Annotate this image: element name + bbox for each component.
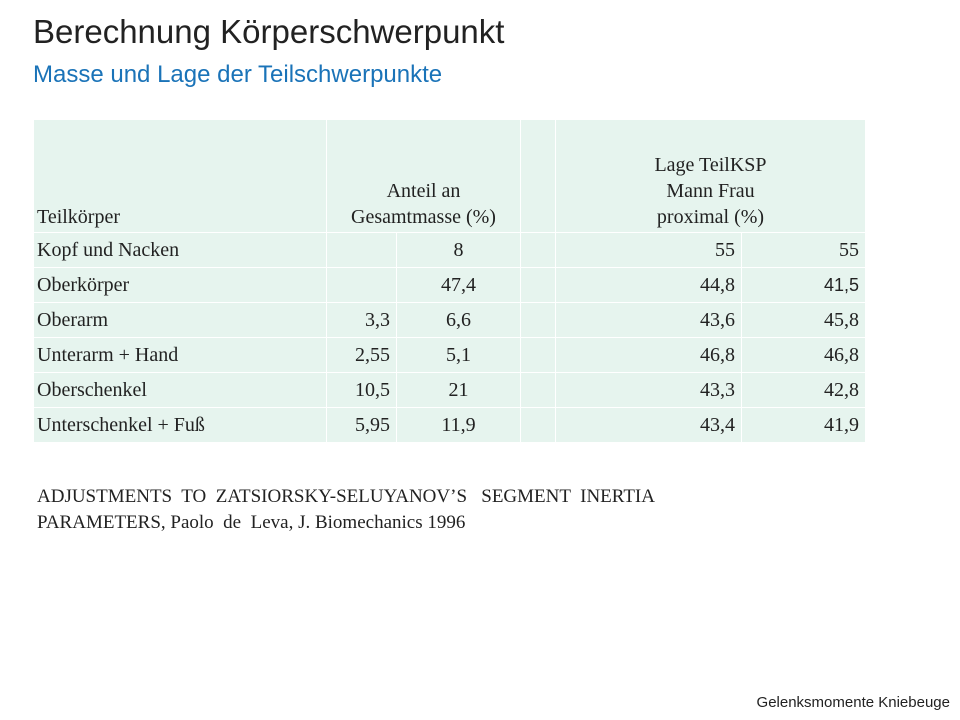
row-gap	[520, 302, 556, 338]
header-gap-cell	[520, 119, 556, 233]
row-frau: 41,5	[823, 274, 859, 295]
header-position: Lage TeilKSP Mann Frau proximal (%)	[555, 119, 866, 233]
row-frau: 45,8	[741, 302, 866, 338]
reference-line-1: ADJUSTMENTS TO ZATSIORSKY-SELUYANOV’S SE…	[37, 486, 655, 507]
row-frau: 46,8	[741, 337, 866, 373]
header-mass-line1: Anteil an	[386, 180, 461, 202]
row-gap	[520, 232, 556, 268]
row-name: Oberkörper	[33, 267, 327, 303]
row-half-mass: 3,3	[326, 302, 397, 338]
row-frau: 42,8	[741, 372, 866, 408]
row-mass: 11,9	[396, 407, 521, 443]
row-name: Oberschenkel	[33, 372, 327, 408]
row-frau: 55	[741, 232, 866, 268]
row-mann: 46,8	[555, 337, 742, 373]
row-mann: 43,3	[555, 372, 742, 408]
row-name: Kopf und Nacken	[33, 232, 327, 268]
row-mass: 8	[396, 232, 521, 268]
page-title: Berechnung Körperschwerpunkt	[33, 13, 505, 50]
row-mass: 21	[396, 372, 521, 408]
row-gap	[520, 407, 556, 443]
row-mann: 44,8	[555, 267, 742, 303]
row-half-mass	[326, 232, 397, 268]
row-half-mass: 2,55	[326, 337, 397, 373]
row-gap	[520, 372, 556, 408]
row-mass: 5,1	[396, 337, 521, 373]
header-mass-line2: Gesamtmasse (%)	[351, 206, 496, 228]
table-row: Oberkörper 47,4 44,8 41,5	[33, 267, 866, 303]
row-gap	[520, 267, 556, 303]
row-mann: 55	[555, 232, 742, 268]
reference-line-2: PARAMETERS, Paolo de Leva, J. Biomechani…	[37, 512, 466, 533]
row-name: Oberarm	[33, 302, 327, 338]
footer-label: Gelenksmomente Kniebeuge	[756, 694, 950, 711]
row-frau-cell: 41,5	[741, 267, 866, 303]
row-half-mass: 5,95	[326, 407, 397, 443]
row-mann: 43,4	[555, 407, 742, 443]
row-mann: 43,6	[555, 302, 742, 338]
header-position-line2: Mann Frau	[666, 180, 755, 202]
row-gap	[520, 337, 556, 373]
segment-table: Teilkörper Anteil an Gesamtmasse (%) Lag…	[33, 119, 866, 443]
row-half-mass: 10,5	[326, 372, 397, 408]
table-row: Oberarm 3,3 6,6 43,6 45,8	[33, 302, 866, 338]
row-mass: 47,4	[396, 267, 521, 303]
row-frau: 41,9	[741, 407, 866, 443]
table-row: Oberschenkel 10,5 21 43,3 42,8	[33, 372, 866, 408]
header-mass-share: Anteil an Gesamtmasse (%)	[326, 119, 521, 233]
header-position-line3: proximal (%)	[656, 206, 765, 228]
row-half-mass	[326, 267, 397, 303]
row-name: Unterschenkel + Fuß	[33, 407, 327, 443]
page-subtitle: Masse und Lage der Teilschwerpunkte	[33, 61, 443, 88]
reference-citation: ADJUSTMENTS TO ZATSIORSKY-SELUYANOV’S SE…	[37, 484, 857, 536]
row-name: Unterarm + Hand	[33, 337, 327, 373]
table-header-row: Teilkörper Anteil an Gesamtmasse (%) Lag…	[33, 119, 866, 233]
table-row: Unterschenkel + Fuß 5,95 11,9 43,4 41,9	[33, 407, 866, 443]
table-row: Unterarm + Hand 2,55 5,1 46,8 46,8	[33, 337, 866, 373]
row-mass: 6,6	[396, 302, 521, 338]
table-row: Kopf und Nacken 8 55 55	[33, 232, 866, 268]
header-teilkoerper: Teilkörper	[33, 119, 327, 233]
header-position-line1: Lage TeilKSP	[654, 154, 767, 176]
